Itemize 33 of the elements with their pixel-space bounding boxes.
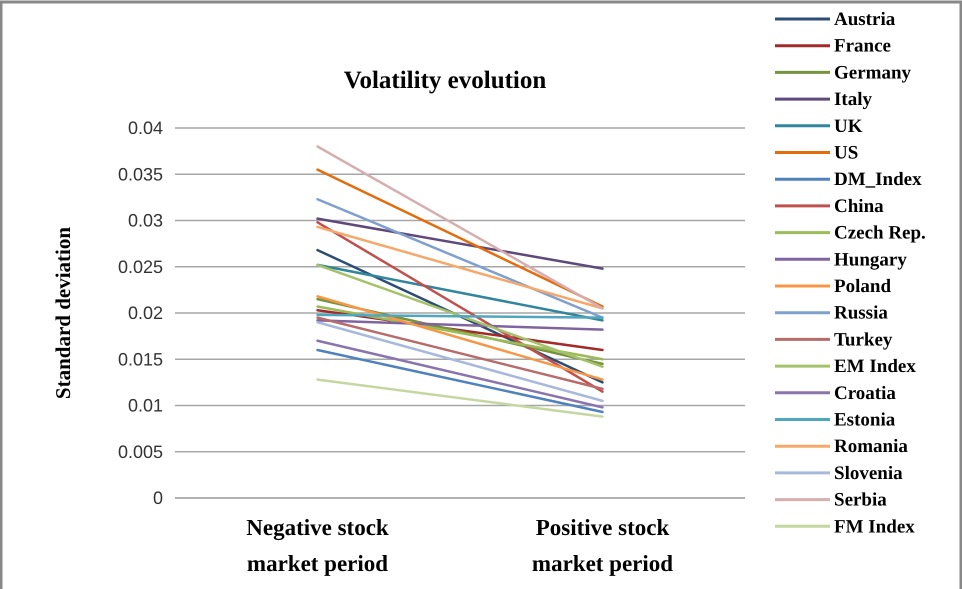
y-tick-label: 0.015 <box>118 349 163 370</box>
y-tick-label: 0 <box>152 488 163 508</box>
y-tick-label: 0.02 <box>128 303 163 323</box>
legend-label: China <box>834 196 884 217</box>
legend-label: Poland <box>834 276 892 297</box>
legend-label: Italy <box>834 89 872 110</box>
x-tick-label: Negative stock market period <box>246 515 389 576</box>
y-tick-label: 0.03 <box>128 210 163 230</box>
legend-label: FM Index <box>834 516 916 538</box>
legend-label: Turkey <box>834 329 893 350</box>
legend-label: EM Index <box>834 356 916 378</box>
legend-label: US <box>834 142 858 164</box>
legend-label: Hungary <box>834 249 908 270</box>
x-tick-label: Positive stock market period <box>532 515 674 576</box>
chart-title: Volatility evolution <box>344 67 546 94</box>
y-axis-title: Standard deviation <box>51 226 75 400</box>
legend-label: UK <box>834 116 863 137</box>
y-tick-label: 0.005 <box>118 442 163 462</box>
legend-label: Russia <box>834 302 888 324</box>
legend-label: France <box>834 36 891 57</box>
legend-label: Austria <box>834 9 896 30</box>
legend-label: Croatia <box>834 382 896 404</box>
legend-label: Germany <box>834 62 912 84</box>
y-tick-label: 0.01 <box>128 396 163 416</box>
legend-label: Czech Rep. <box>834 222 926 244</box>
y-tick-label: 0.025 <box>118 256 163 277</box>
legend-label: Serbia <box>834 490 888 511</box>
legend-label: Estonia <box>834 410 896 430</box>
y-tick-label: 0.04 <box>128 118 163 138</box>
y-tick-label: 0.035 <box>118 164 163 184</box>
legend-label: Romania <box>834 436 908 458</box>
legend-label: DM_Index <box>834 169 922 190</box>
legend-label: Slovenia <box>834 462 904 484</box>
